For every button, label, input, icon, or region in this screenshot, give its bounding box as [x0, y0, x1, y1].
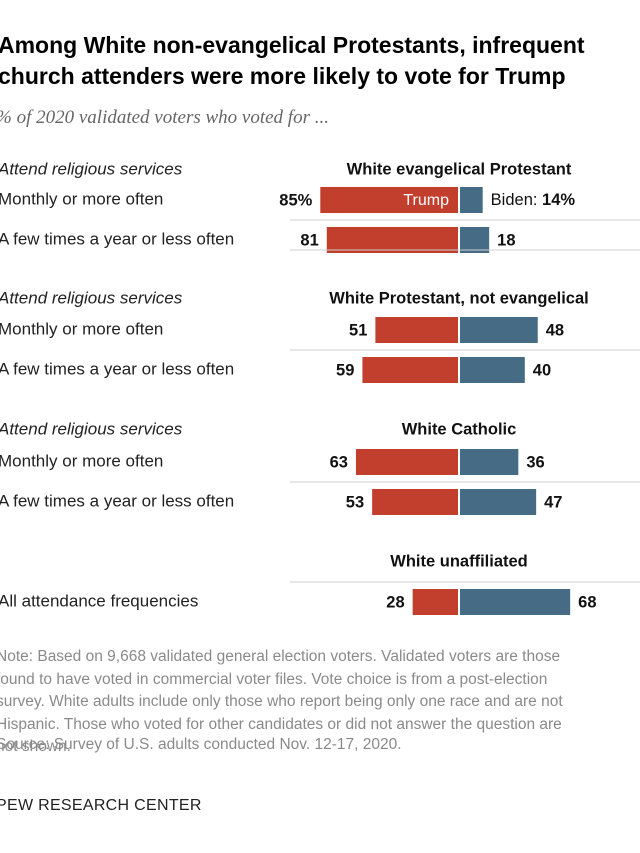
chart-title: Among White non-evangelical Protestants,… [0, 30, 640, 92]
row-label: Monthly or more often [0, 451, 163, 470]
group-row-header: Attend religious services [0, 159, 183, 178]
group-header: White evangelical Protestant [347, 160, 572, 178]
trump-bar [412, 589, 458, 615]
chart-source: Source: Survey of U.S. adults conducted … [0, 736, 402, 753]
biden-value-label: 68 [578, 593, 596, 611]
chart-subtitle: % of 2020 validated voters who voted for… [0, 107, 329, 128]
biden-value-label: 48 [546, 321, 564, 339]
row-label: All attendance frequencies [0, 591, 198, 610]
note-line-5: not shown. [0, 738, 71, 755]
trump-bar [320, 187, 458, 213]
trump-series-label: Trump [403, 192, 449, 209]
biden-bar [460, 187, 483, 213]
group-row-header: Attend religious services [0, 419, 183, 438]
trump-value-label: 63 [330, 453, 348, 471]
chart-title-line-1: Among White non-evangelical Protestants,… [0, 32, 585, 58]
chart-title-line-2: church attenders were more likely to vot… [0, 63, 566, 89]
biden-value-label: Biden: 14% [491, 191, 576, 209]
trump-bar [355, 449, 458, 475]
group-header: White Catholic [402, 420, 517, 438]
row-label: Monthly or more often [0, 189, 163, 208]
biden-bar [460, 449, 519, 475]
trump-value-label: 28 [386, 593, 404, 611]
trump-value-label: 59 [336, 361, 354, 379]
row-label: A few times a year or less often [0, 359, 234, 378]
trump-value-label: 81 [300, 231, 318, 249]
trump-bar [375, 317, 458, 343]
brand-name: PEW RESEARCH CENTER [0, 797, 202, 814]
trump-bar [362, 357, 458, 383]
trump-value-label: 85% [279, 191, 312, 209]
note-line-1: Note: Based on 9,668 validated general e… [0, 648, 561, 665]
note-line-3: survey. White adults include only those … [0, 693, 563, 710]
trump-value-label: 51 [349, 321, 367, 339]
biden-value: 14% [542, 191, 575, 209]
biden-bar [460, 489, 537, 515]
biden-value-label: 47 [544, 493, 562, 511]
trump-bar [372, 489, 458, 515]
group-header: White Protestant, not evangelical [329, 289, 588, 307]
biden-value-label: 18 [497, 231, 515, 249]
biden-bar [460, 357, 525, 383]
biden-bar [460, 317, 538, 343]
note-line-2: found to have voted in commercial voter … [0, 670, 548, 688]
biden-value-label: 40 [533, 361, 551, 379]
biden-value-label: 36 [526, 453, 544, 471]
group-header: White unaffiliated [390, 552, 528, 570]
note-line-4: Hispanic. Those who voted for other cand… [0, 715, 562, 733]
row-label: Monthly or more often [0, 319, 163, 338]
trump-value-label: 53 [346, 493, 364, 511]
diverging-bar-chart: Attend religious services White evangelic… [0, 159, 640, 615]
biden-bar [460, 227, 490, 253]
biden-bar [460, 589, 571, 615]
chart-note: Note: Based on 9,668 validated general e… [0, 646, 640, 759]
trump-bar [326, 227, 458, 253]
row-label: A few times a year or less often [0, 491, 234, 510]
biden-series-label: Biden: [491, 191, 542, 209]
row-label: A few times a year or less often [0, 229, 234, 248]
group-row-header: Attend religious services [0, 288, 183, 307]
